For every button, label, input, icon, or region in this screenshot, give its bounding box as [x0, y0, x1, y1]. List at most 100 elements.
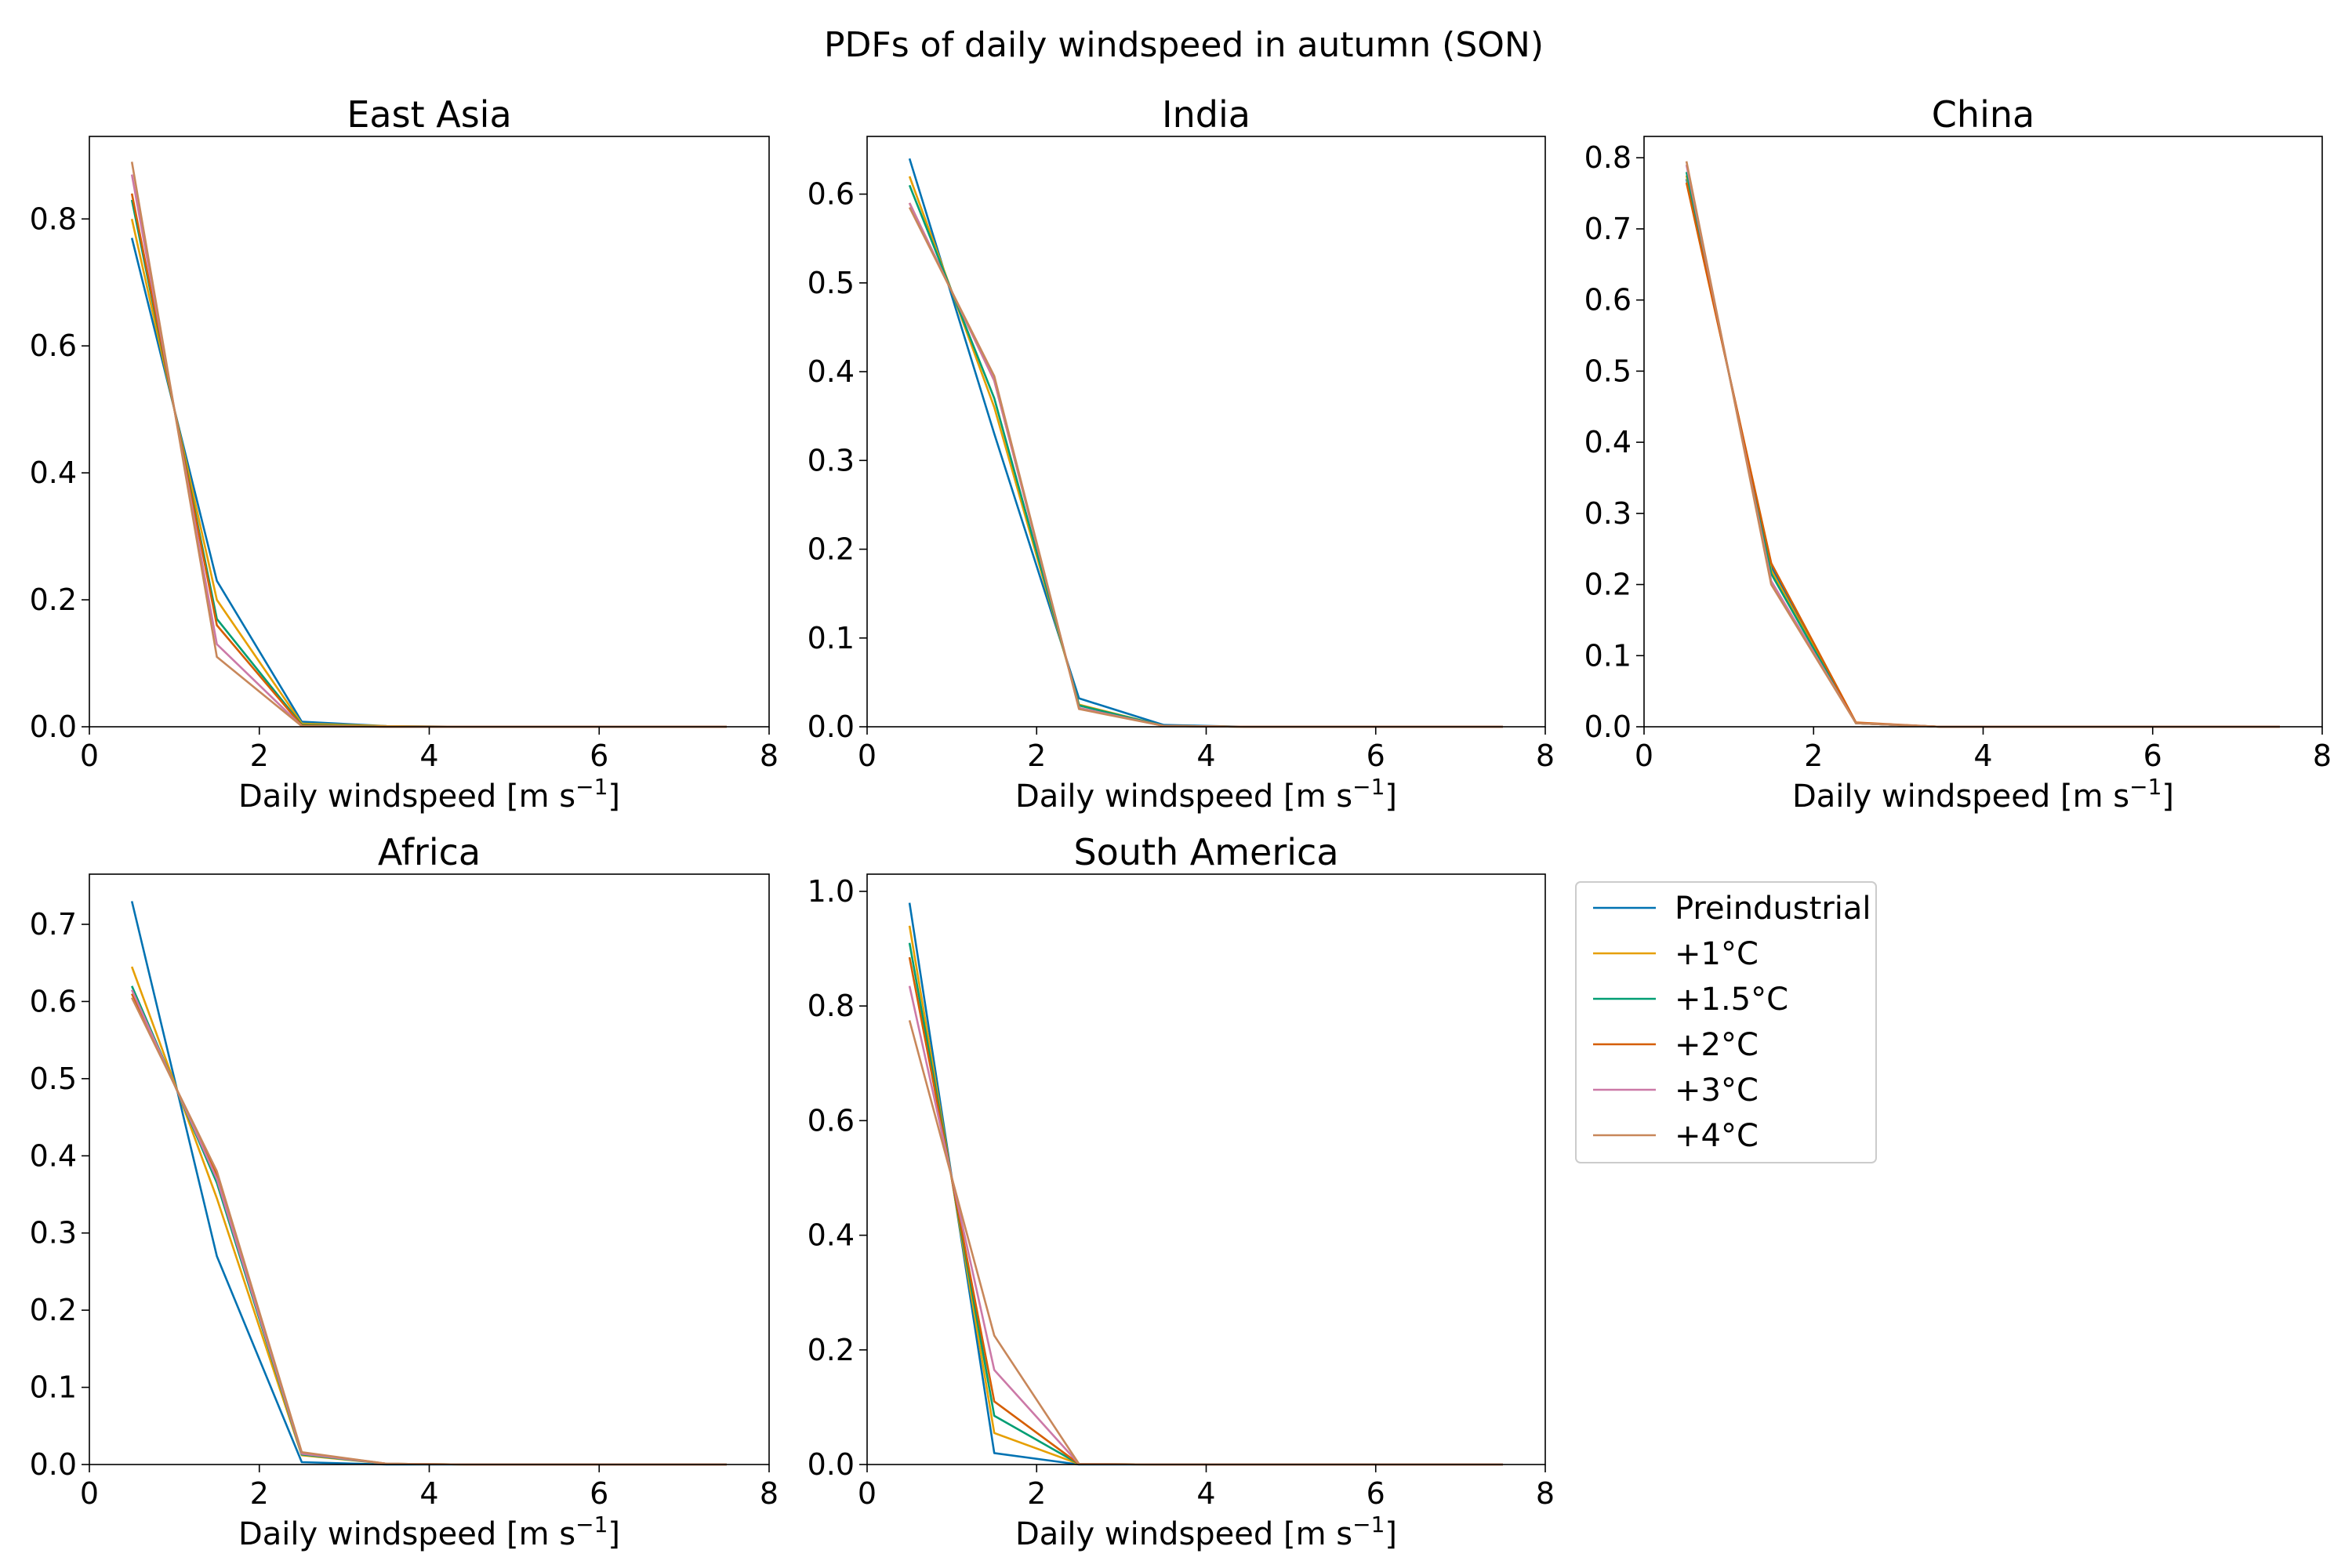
x-axis-label-india: Daily windspeed [m s−1]: [1015, 774, 1397, 815]
legend-label: +1°C: [1675, 936, 1759, 972]
series-line-india-1-c: [908, 176, 1503, 728]
series-line-south-america-4-c: [908, 1020, 1503, 1466]
legend-box: [1575, 881, 1877, 1163]
x-tick-label-china: 6: [2143, 739, 2162, 773]
x-tick-label-africa: 4: [419, 1476, 438, 1511]
x-axis-label-sup: −1: [1352, 1512, 1385, 1537]
series-line-east-asia-2-c: [130, 193, 727, 728]
x-axis-label-china: Daily windspeed [m s−1]: [1792, 774, 2174, 815]
x-tick-label-africa: 2: [250, 1476, 269, 1511]
y-tick-label-africa: 0.2: [30, 1293, 77, 1327]
x-tick-label-east-asia: 0: [80, 739, 99, 773]
series-line-india-4-c: [908, 207, 1503, 728]
y-tick-label-africa: 0.7: [30, 907, 77, 942]
x-tick-label-east-asia: 6: [590, 739, 608, 773]
panel-east-asia: East Asia 0 2 4 6 8 0.0 0.2 0.4 0.6 0.8 Daily winds…: [30, 93, 779, 815]
panel-title-east-asia: East Asia: [347, 93, 511, 136]
series-line-china-3-c: [1685, 165, 2280, 728]
x-tick-label-africa: 8: [760, 1476, 779, 1511]
legend-entry-3-c: +3°C: [1593, 1073, 1759, 1109]
series-line-africa-1-c: [130, 966, 727, 1466]
x-tick-label-south-america: 8: [1536, 1476, 1555, 1511]
series-line-east-asia-4-c: [130, 162, 727, 728]
x-axis-label-end: ]: [2161, 779, 2174, 815]
panel-india: India 0 2 4 6 8 0.0 0.1 0.2 0.3 0.4 0.5 0.6 Daily win…: [808, 93, 1555, 815]
legend-label: Preindustrial: [1675, 891, 1871, 927]
x-axis-label-main: Daily windspeed [m s: [238, 779, 575, 815]
series-line-south-america-3-c: [908, 985, 1503, 1466]
x-axis-label-south-america: Daily windspeed [m s−1]: [1015, 1512, 1397, 1552]
x-tick-label-china: 4: [1973, 739, 1992, 773]
x-tick-label-east-asia: 8: [760, 739, 779, 773]
y-tick-label-india: 0.4: [808, 354, 855, 389]
y-tick-label-south-america: 1.0: [808, 874, 855, 909]
series-line-india-2-c: [908, 202, 1503, 728]
x-tick-label-south-america: 6: [1367, 1476, 1385, 1511]
series-line-india-3-c: [908, 202, 1503, 728]
y-tick-label-south-america: 0.2: [808, 1333, 855, 1367]
legend-entry-2-c: +2°C: [1593, 1027, 1759, 1063]
series-line-east-asia-3-c: [130, 174, 727, 728]
y-tick-label-south-america: 0.8: [808, 989, 855, 1023]
x-tick-label-east-asia: 2: [250, 739, 269, 773]
x-tick-label-india: 0: [858, 739, 877, 773]
series-line-india-1-5-c: [908, 184, 1503, 728]
y-tick-label-east-asia: 0.0: [30, 710, 77, 744]
series-line-east-asia-1-c: [130, 219, 727, 728]
y-tick-label-china: 0.3: [1584, 496, 1632, 531]
legend-entry-4-c: +4°C: [1593, 1118, 1759, 1154]
y-tick-label-africa: 0.6: [30, 984, 77, 1018]
panel-africa: Africa 0 2 4 6 8 0.0 0.1 0.2 0.3 0.4 0.5 0.6 0.7 Daily…: [30, 831, 779, 1552]
y-tick-label-east-asia: 0.2: [30, 583, 77, 617]
x-axis-label-end: ]: [608, 779, 620, 815]
legend-entry-preindustrial: Preindustrial: [1593, 891, 1871, 927]
y-tick-label-africa: 0.3: [30, 1216, 77, 1250]
y-tick-label-india: 0.3: [808, 443, 855, 477]
series-line-africa-3-c: [131, 989, 727, 1466]
y-tick-label-africa: 0.4: [30, 1138, 77, 1173]
y-tick-label-china: 0.2: [1584, 568, 1632, 602]
x-axis-label-end: ]: [608, 1516, 620, 1552]
x-tick-label-india: 2: [1027, 739, 1046, 773]
y-tick-label-china: 0.0: [1584, 710, 1632, 744]
legend: Preindustrial +1°C +1.5°C +2°C +3°C +4°C: [1575, 881, 1877, 1163]
y-tick-label-china: 0.8: [1584, 140, 1632, 175]
figure-title: PDFs of daily windspeed in autumn (SON): [824, 25, 1544, 65]
panel-title-china: China: [1932, 93, 2034, 136]
x-tick-label-east-asia: 4: [419, 739, 438, 773]
series-line-east-asia-preindustrial: [130, 238, 727, 728]
x-axis-label-sup: −1: [1352, 774, 1385, 800]
y-tick-label-south-america: 0.6: [808, 1103, 855, 1138]
y-tick-label-china: 0.5: [1584, 354, 1632, 388]
y-tick-label-india: 0.6: [808, 177, 855, 212]
series-line-china-4-c: [1685, 161, 2280, 728]
x-tick-label-china: 8: [2313, 739, 2332, 773]
x-tick-label-india: 8: [1536, 739, 1555, 773]
x-axis-label-sup: −1: [575, 774, 608, 800]
axes-frame-africa: [89, 873, 770, 1465]
y-tick-label-south-america: 0.0: [808, 1447, 855, 1482]
y-tick-label-china: 0.6: [1584, 283, 1632, 318]
series-line-south-america-1-c: [908, 925, 1503, 1466]
x-axis-label-sup: −1: [575, 1512, 608, 1537]
x-axis-label-main: Daily windspeed [m s: [1015, 779, 1352, 815]
x-axis-label-main: Daily windspeed [m s: [1792, 779, 2129, 815]
axes-frame-south-america: [866, 873, 1546, 1465]
x-axis-label-end: ]: [1385, 1516, 1397, 1552]
x-tick-label-china: 0: [1635, 739, 1653, 773]
panel-title-south-america: South America: [1073, 831, 1338, 873]
legend-label: +2°C: [1675, 1027, 1759, 1063]
x-axis-label-end: ]: [1385, 779, 1397, 815]
y-tick-label-china: 0.4: [1584, 425, 1632, 459]
x-tick-label-india: 4: [1196, 739, 1215, 773]
series-line-africa-2-c: [131, 993, 727, 1466]
y-tick-label-east-asia: 0.6: [30, 328, 77, 363]
y-tick-label-east-asia: 0.4: [30, 456, 77, 490]
y-tick-label-south-america: 0.4: [808, 1218, 855, 1253]
series-line-china-2-c: [1685, 182, 2280, 728]
series-line-china-1-5-c: [1685, 172, 2280, 728]
axes-frame-india: [866, 136, 1546, 728]
axes-frame-china: [1643, 136, 2323, 728]
y-tick-label-india: 0.0: [808, 710, 855, 744]
